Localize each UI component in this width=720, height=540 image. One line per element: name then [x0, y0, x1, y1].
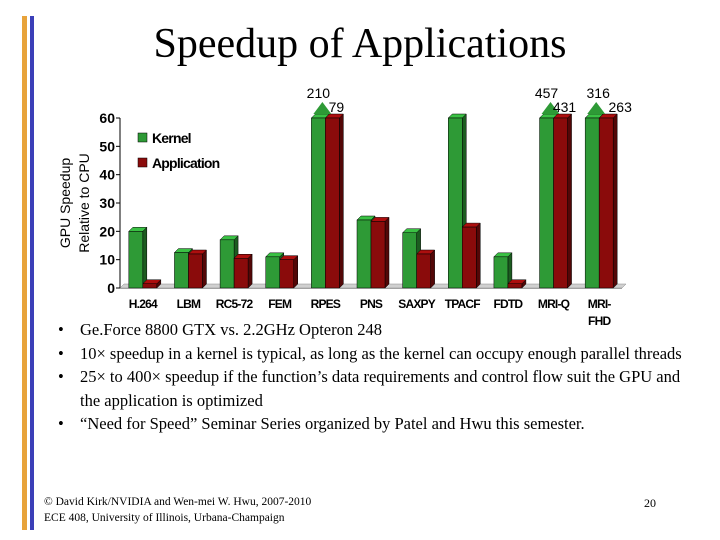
kernel-bar [356, 219, 372, 289]
bar-side [612, 113, 618, 289]
application-bar [188, 253, 203, 289]
application-bar [233, 258, 249, 289]
page-number: 20 [644, 496, 656, 510]
kernel-bar [539, 117, 554, 289]
x-tick-label: RPES [311, 297, 341, 311]
y-tick-label: 50 [99, 138, 115, 154]
x-tick-label: FDTD [494, 297, 524, 311]
legend-label-application: Application [152, 155, 220, 171]
off-scale-value-label: 210 [307, 85, 331, 101]
speedup-chart: 0 10 20 30 40 50 60 GPU Speedup Relative to CPU H… [57, 85, 633, 328]
application-bar [598, 117, 614, 289]
y-tick-label: 60 [99, 110, 115, 126]
x-tick-label: LBM [177, 297, 201, 311]
bullet-dot: • [58, 320, 64, 339]
application-bar [553, 117, 568, 289]
y-tick-label: 30 [99, 195, 115, 211]
bullet-text: 25× to 400× speedup if the function’s da… [80, 367, 681, 410]
x-tick-label: MRI- [588, 297, 612, 311]
bar-side [247, 253, 253, 289]
bullet-text: Ge.Force 8800 GTX vs. 2.2GHz Opteron 248 [80, 320, 382, 339]
y-axis-title: Relative to CPU [76, 153, 92, 253]
y-axis-title: GPU Speedup [57, 158, 73, 248]
kernel-bar [584, 117, 600, 289]
bar-side [430, 249, 435, 289]
bullet-text: “Need for Speed” Seminar Series organize… [80, 414, 585, 433]
bullet-item: • Ge.Force 8800 GTX vs. 2.2GHz Opteron 24… [54, 318, 694, 342]
bar-side [384, 216, 390, 289]
bullet-dot: • [58, 414, 64, 433]
accent-stripe-orange [22, 16, 27, 530]
x-tick-label: MRI-Q [538, 297, 570, 311]
kernel-bar [219, 239, 235, 289]
x-tick-label: FEM [268, 297, 292, 311]
bar-side [339, 113, 344, 289]
footer-line: © David Kirk/NVIDIA and Wen-mei W. Hwu, … [44, 496, 312, 508]
bullet-item: • 25× to 400× speedup if the function’s d… [54, 365, 694, 412]
bullet-list: • Ge.Force 8800 GTX vs. 2.2GHz Opteron 24… [54, 318, 694, 436]
application-bar [507, 283, 523, 289]
bullet-dot: • [58, 367, 64, 386]
bar-side [567, 113, 572, 289]
y-tick-label: 40 [99, 167, 115, 183]
application-bar [279, 259, 294, 289]
off-scale-value-label: 431 [553, 99, 577, 115]
bar-side [476, 222, 481, 289]
legend-swatch-application [137, 157, 148, 168]
off-scale-value-label: 79 [329, 99, 345, 115]
bar-side [202, 249, 207, 289]
off-scale-arrow [541, 102, 560, 114]
x-tick-label: SAXPY [398, 297, 435, 311]
x-tick-label: FHD [588, 314, 611, 328]
application-bar [462, 226, 477, 289]
kernel-bar [493, 256, 509, 289]
application-bar [325, 117, 340, 289]
y-tick-label: 20 [99, 223, 115, 239]
x-tick-label: H.264 [129, 297, 158, 311]
kernel-bar [265, 256, 280, 289]
bullet-dot: • [58, 343, 64, 363]
bullet-text: 10× speedup in a kernel is typical, as l… [80, 343, 682, 363]
bar-side [293, 255, 298, 289]
footer-credit: © David Kirk/NVIDIA and Wen-mei W. Hwu, … [44, 494, 311, 526]
off-scale-value-label: 263 [609, 99, 633, 115]
bullet-item: • “Need for Speed” Seminar Series organiz… [54, 412, 694, 436]
x-tick-label: TPACF [445, 297, 481, 311]
application-bar [370, 221, 386, 289]
application-bar [416, 253, 431, 289]
bar-side [142, 226, 148, 289]
off-scale-value-label: 316 [587, 85, 611, 101]
kernel-bar [448, 117, 463, 289]
kernel-bar [174, 252, 189, 289]
off-scale-value-label: 457 [535, 85, 559, 101]
accent-stripe-blue [30, 16, 34, 530]
x-tick-label: PNS [360, 297, 383, 311]
x-tick-label: RC5-72 [216, 297, 254, 311]
off-scale-arrow [587, 102, 606, 114]
legend-label-kernel: Kernel [152, 130, 191, 146]
footer-line: ECE 408, University of Illinois, Urbana-… [44, 512, 285, 524]
kernel-bar [128, 231, 144, 289]
application-bar [142, 283, 158, 289]
legend-swatch-kernel [137, 132, 148, 143]
kernel-bar [402, 232, 417, 289]
y-tick-label: 10 [99, 252, 115, 268]
bullet-item: • 10× speedup in a kernel is typical, as … [54, 342, 694, 366]
off-scale-arrow [313, 102, 332, 114]
kernel-bar [311, 117, 326, 289]
y-tick-label: 0 [107, 280, 115, 296]
slide-title: Speedup of Applications [153, 21, 567, 67]
